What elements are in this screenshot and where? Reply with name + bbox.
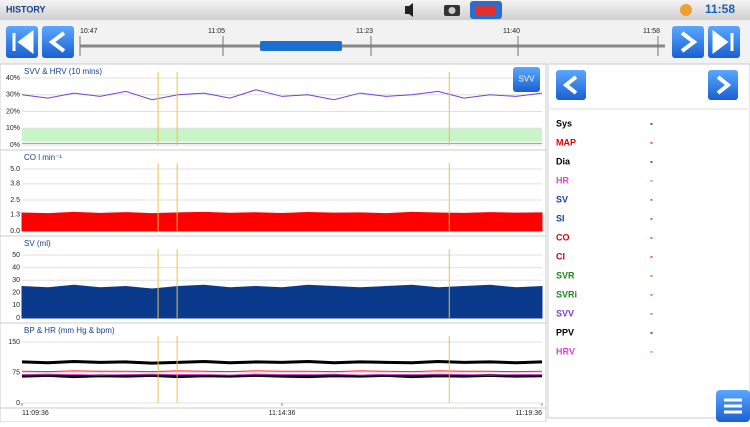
y-tick-label: 20% bbox=[6, 108, 20, 115]
timeline-slider[interactable] bbox=[260, 41, 342, 51]
top-bar bbox=[0, 0, 750, 20]
y-tick-label: 5.0 bbox=[10, 166, 20, 173]
y-tick-label: 150 bbox=[8, 339, 20, 346]
param-name: HRV bbox=[556, 346, 575, 356]
y-tick-label: 2.5 bbox=[10, 197, 20, 204]
line bbox=[21, 373, 543, 379]
y-tick-label: 50 bbox=[12, 252, 20, 259]
wifi-icon bbox=[680, 4, 692, 16]
y-tick-label: 40% bbox=[6, 75, 20, 82]
y-tick-label: 0 bbox=[16, 315, 20, 322]
line bbox=[21, 373, 542, 376]
line bbox=[21, 89, 543, 101]
param-name: CI bbox=[556, 251, 565, 261]
side-panel bbox=[547, 63, 750, 419]
line bbox=[21, 370, 543, 373]
y-tick-label: 40 bbox=[12, 264, 20, 271]
param-value: - bbox=[650, 232, 653, 242]
param-name: MAP bbox=[556, 137, 576, 147]
y-tick-label: 0 bbox=[16, 400, 20, 407]
param-name: CO bbox=[556, 232, 570, 242]
y-tick-label: 10 bbox=[12, 302, 20, 309]
panel-next[interactable] bbox=[708, 70, 738, 100]
param-name: SVR bbox=[556, 270, 575, 280]
timeline-label: 10:47 bbox=[80, 28, 98, 35]
timeline-label: 11:05 bbox=[208, 28, 225, 35]
y-tick-label: 30% bbox=[6, 92, 20, 99]
param-name: SV bbox=[556, 194, 568, 204]
param-value: - bbox=[650, 118, 653, 128]
y-tick-label: 0.0 bbox=[10, 228, 20, 235]
chart-area bbox=[0, 63, 547, 423]
param-name: SVRi bbox=[556, 289, 577, 299]
param-value: - bbox=[650, 156, 653, 166]
area bbox=[21, 284, 543, 319]
timeline-label: 11:40 bbox=[503, 28, 520, 35]
param-name: PPV bbox=[556, 327, 574, 337]
y-tick-label: 30 bbox=[12, 277, 20, 284]
y-tick-label: 75 bbox=[12, 369, 20, 376]
panel-prev[interactable] bbox=[556, 70, 586, 100]
y-tick-label: 3.8 bbox=[10, 181, 20, 188]
chart-title: SVV & HRV (10 mins) bbox=[24, 67, 102, 76]
param-value: - bbox=[650, 137, 653, 147]
param-name: Dia bbox=[556, 156, 571, 166]
chart-title: SV (ml) bbox=[24, 239, 51, 248]
param-name: SVV bbox=[556, 308, 574, 318]
svv-button[interactable] bbox=[513, 67, 540, 92]
param-name: Sys bbox=[556, 118, 572, 128]
y-tick-label: 0% bbox=[10, 142, 20, 149]
next-button[interactable] bbox=[672, 26, 704, 58]
y-tick-label: 1.3 bbox=[10, 212, 20, 219]
param-value: - bbox=[650, 289, 653, 299]
x-tick-label: 11:09:36 bbox=[22, 410, 49, 417]
timeline-label: 11:23 bbox=[356, 28, 373, 35]
header-title: HISTORY bbox=[6, 4, 46, 14]
param-value: - bbox=[650, 327, 653, 337]
param-name: SI bbox=[556, 213, 565, 223]
y-tick-label: 10% bbox=[6, 125, 20, 132]
chart-title: BP & HR (mm Hg & bpm) bbox=[24, 326, 115, 335]
param-value: - bbox=[650, 194, 653, 204]
area bbox=[21, 211, 543, 232]
param-value: - bbox=[650, 308, 653, 318]
target-band bbox=[22, 128, 542, 142]
param-value: - bbox=[650, 251, 653, 261]
param-value: - bbox=[650, 270, 653, 280]
param-value: - bbox=[650, 213, 653, 223]
chart-title: CO l min⁻¹ bbox=[24, 153, 62, 162]
timeline-label: 11:58 bbox=[643, 28, 660, 35]
volume-icon[interactable] bbox=[405, 3, 413, 17]
x-tick-label: 11:14:36 bbox=[269, 410, 296, 417]
timeline-bar bbox=[0, 20, 750, 64]
param-value: - bbox=[650, 346, 653, 356]
svv-button-label: SVV bbox=[518, 75, 535, 84]
param-name: HR bbox=[556, 175, 569, 185]
param-value: - bbox=[650, 175, 653, 185]
prev-button[interactable] bbox=[42, 26, 74, 58]
y-tick-label: 20 bbox=[12, 290, 20, 297]
clock: 11:58 bbox=[705, 2, 735, 16]
line bbox=[21, 360, 543, 365]
x-tick-label: 11:19:36 bbox=[515, 410, 542, 417]
